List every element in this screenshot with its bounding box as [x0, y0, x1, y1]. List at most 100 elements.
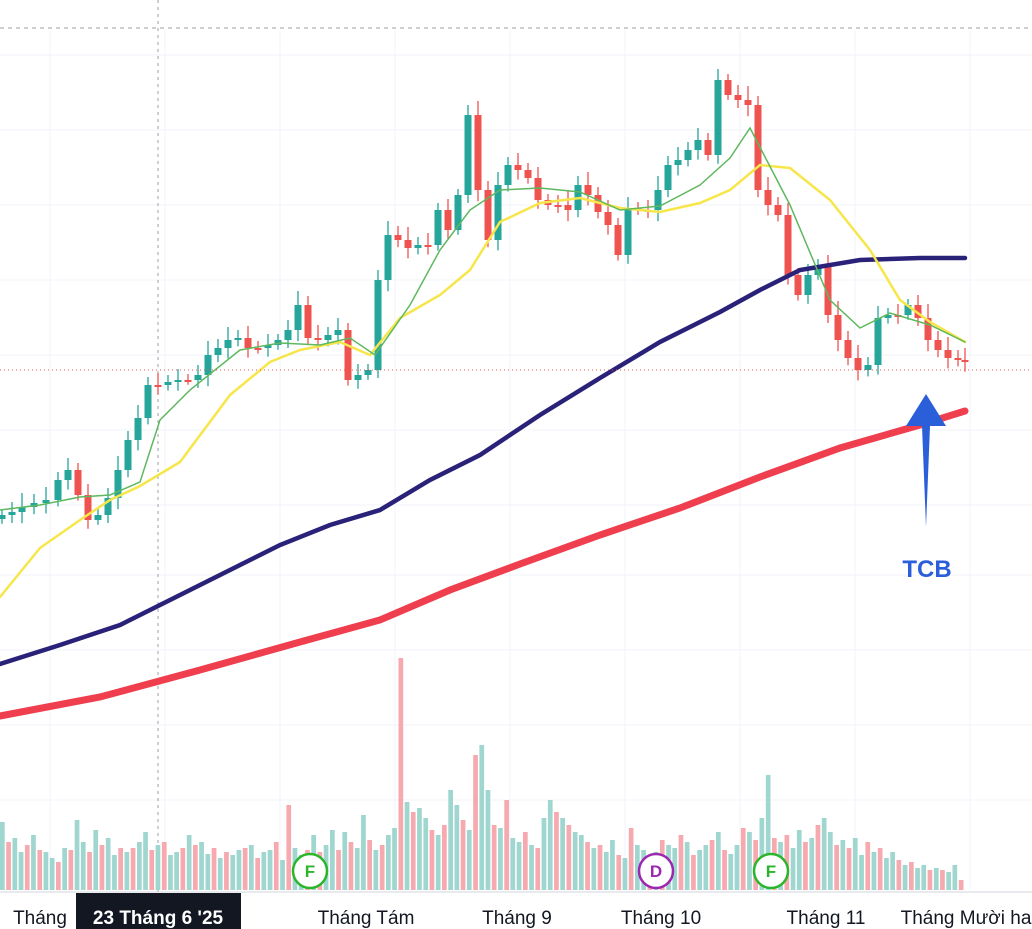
volume-bar [809, 838, 815, 890]
volume-bar [890, 852, 895, 890]
volume-bar [379, 845, 385, 890]
volume-bar [448, 790, 453, 890]
candle-body [794, 275, 802, 295]
volume-bar [429, 830, 435, 890]
candle-body [554, 205, 562, 207]
candle-body [874, 318, 882, 365]
volume-bar [740, 828, 746, 890]
volume-bar [31, 835, 36, 890]
volume-bar [616, 855, 622, 890]
volume-bar [498, 828, 503, 890]
volume-bar [491, 825, 497, 890]
candle-body [224, 340, 232, 348]
volume-bar [697, 850, 702, 890]
volume-bar [286, 805, 292, 890]
volume-bar [43, 852, 49, 890]
x-tick-label: Tháng [13, 908, 67, 929]
volume-bar [535, 848, 541, 890]
candle-body [924, 318, 932, 340]
volume-bar [442, 825, 447, 890]
volume-bar [423, 818, 429, 890]
volume-bar [902, 865, 908, 890]
volume-bar [796, 830, 802, 890]
volume-bar [921, 865, 927, 890]
volume-bar [579, 835, 584, 890]
volume-bar [828, 832, 833, 890]
volume-bar [504, 800, 509, 890]
volume-bar [404, 802, 410, 890]
candle-body [954, 358, 962, 360]
volume-bar [174, 852, 179, 890]
event-marker-circle [291, 852, 329, 890]
ma-200-line [0, 407, 969, 720]
candle-body [614, 225, 622, 255]
candle-body [364, 370, 372, 375]
candle-body [684, 150, 692, 160]
volume-bar [348, 842, 354, 890]
volume-bar [927, 870, 933, 890]
volume-bar [834, 845, 839, 890]
volume-bar [12, 838, 18, 890]
volume-bar [6, 842, 11, 890]
candle-body [314, 338, 322, 340]
event-marker-f[interactable]: F [291, 852, 329, 890]
candle-body [694, 140, 702, 150]
event-marker-label: D [650, 862, 662, 881]
volume-bar [230, 855, 236, 890]
volume-bar [336, 850, 341, 890]
candle-body [154, 385, 162, 387]
event-marker-d[interactable]: D [637, 852, 675, 890]
candle-body [864, 365, 872, 370]
volume-bar [485, 790, 491, 890]
volume-bar [759, 818, 765, 890]
candle-body [214, 348, 222, 355]
volume-bar [435, 835, 441, 890]
volume-bar [280, 860, 285, 890]
volume-bar [871, 852, 877, 890]
candle-body [54, 480, 62, 500]
volume-bar [516, 842, 522, 890]
candle-body [714, 80, 722, 155]
candle-body [764, 190, 772, 205]
candle-body [74, 470, 82, 495]
volume-bar [261, 852, 267, 890]
candle-body [184, 380, 192, 382]
volume-bar [124, 852, 130, 890]
x-tick-label: Tháng Tám [318, 908, 415, 929]
volume-bar [205, 854, 211, 890]
volume-bar [603, 852, 609, 890]
x-tick-label: Tháng 10 [621, 908, 701, 929]
volume-bar [236, 850, 242, 890]
candlestick-series [0, 69, 969, 529]
volume-bar [18, 852, 24, 890]
volume-bar [529, 845, 534, 890]
ma-100-line [0, 255, 968, 667]
candle-body [254, 348, 262, 350]
volume-bar [361, 815, 366, 890]
volume-bar [398, 658, 404, 890]
volume-bar [703, 845, 709, 890]
candle-body [134, 418, 142, 440]
candle-body [64, 470, 72, 480]
candle-body [474, 115, 482, 190]
event-marker-label: F [766, 862, 776, 881]
volume-bar [93, 830, 99, 890]
volume-bar [0, 822, 5, 890]
event-marker-label: F [305, 862, 315, 881]
volume-bar [479, 745, 485, 890]
volume-bar [566, 825, 572, 890]
volume-bar [709, 840, 715, 890]
volume-bar [691, 855, 696, 890]
candle-body [234, 338, 242, 340]
candle-body [424, 245, 432, 247]
candle-body [194, 375, 202, 380]
volume-bar [877, 848, 883, 890]
volume-bar [249, 845, 254, 890]
event-marker-f[interactable]: F [752, 852, 790, 890]
volume-bar [852, 838, 858, 890]
candle-body [744, 100, 752, 105]
candle-body [274, 340, 282, 345]
volume-bar [24, 845, 30, 890]
